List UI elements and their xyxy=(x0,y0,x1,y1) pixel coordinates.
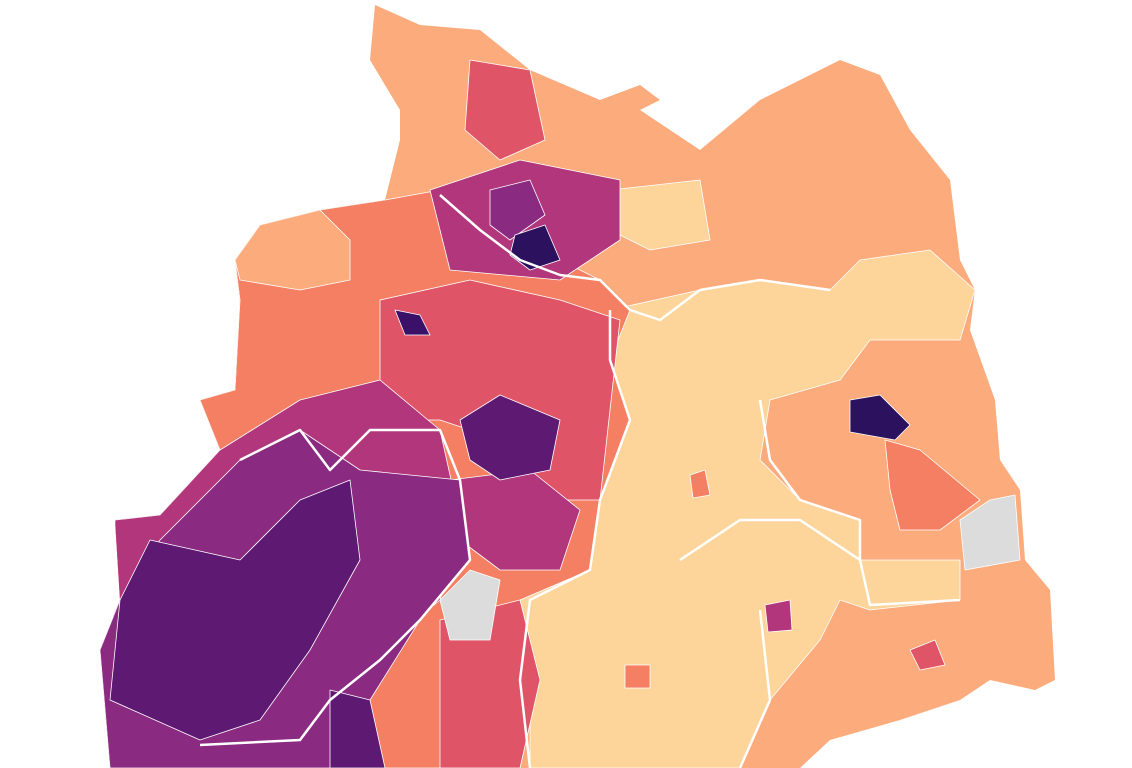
region-frisia xyxy=(234,209,351,291)
region-berlin xyxy=(849,394,911,441)
region-south-purple xyxy=(329,689,386,768)
region-spot-3 xyxy=(624,664,651,689)
region-no-data-west xyxy=(439,569,501,641)
region-ruhr xyxy=(109,479,361,741)
region-bielefeld xyxy=(459,394,561,481)
region-spot-2 xyxy=(764,599,793,633)
region-no-data-east xyxy=(959,494,1021,571)
region-spot-east xyxy=(884,439,981,531)
region-spot-4 xyxy=(689,469,711,499)
state-border xyxy=(738,609,772,768)
region-red-south xyxy=(439,599,541,768)
state-border xyxy=(518,310,632,768)
region-purple-sh xyxy=(489,179,546,241)
state-border xyxy=(758,399,961,607)
region-spot-1 xyxy=(909,639,946,671)
region-bremen xyxy=(394,309,431,336)
state-border xyxy=(439,194,831,322)
state-border xyxy=(199,428,472,747)
region-sh-red xyxy=(464,59,546,161)
state-borders xyxy=(199,194,961,768)
state-border xyxy=(679,518,861,562)
